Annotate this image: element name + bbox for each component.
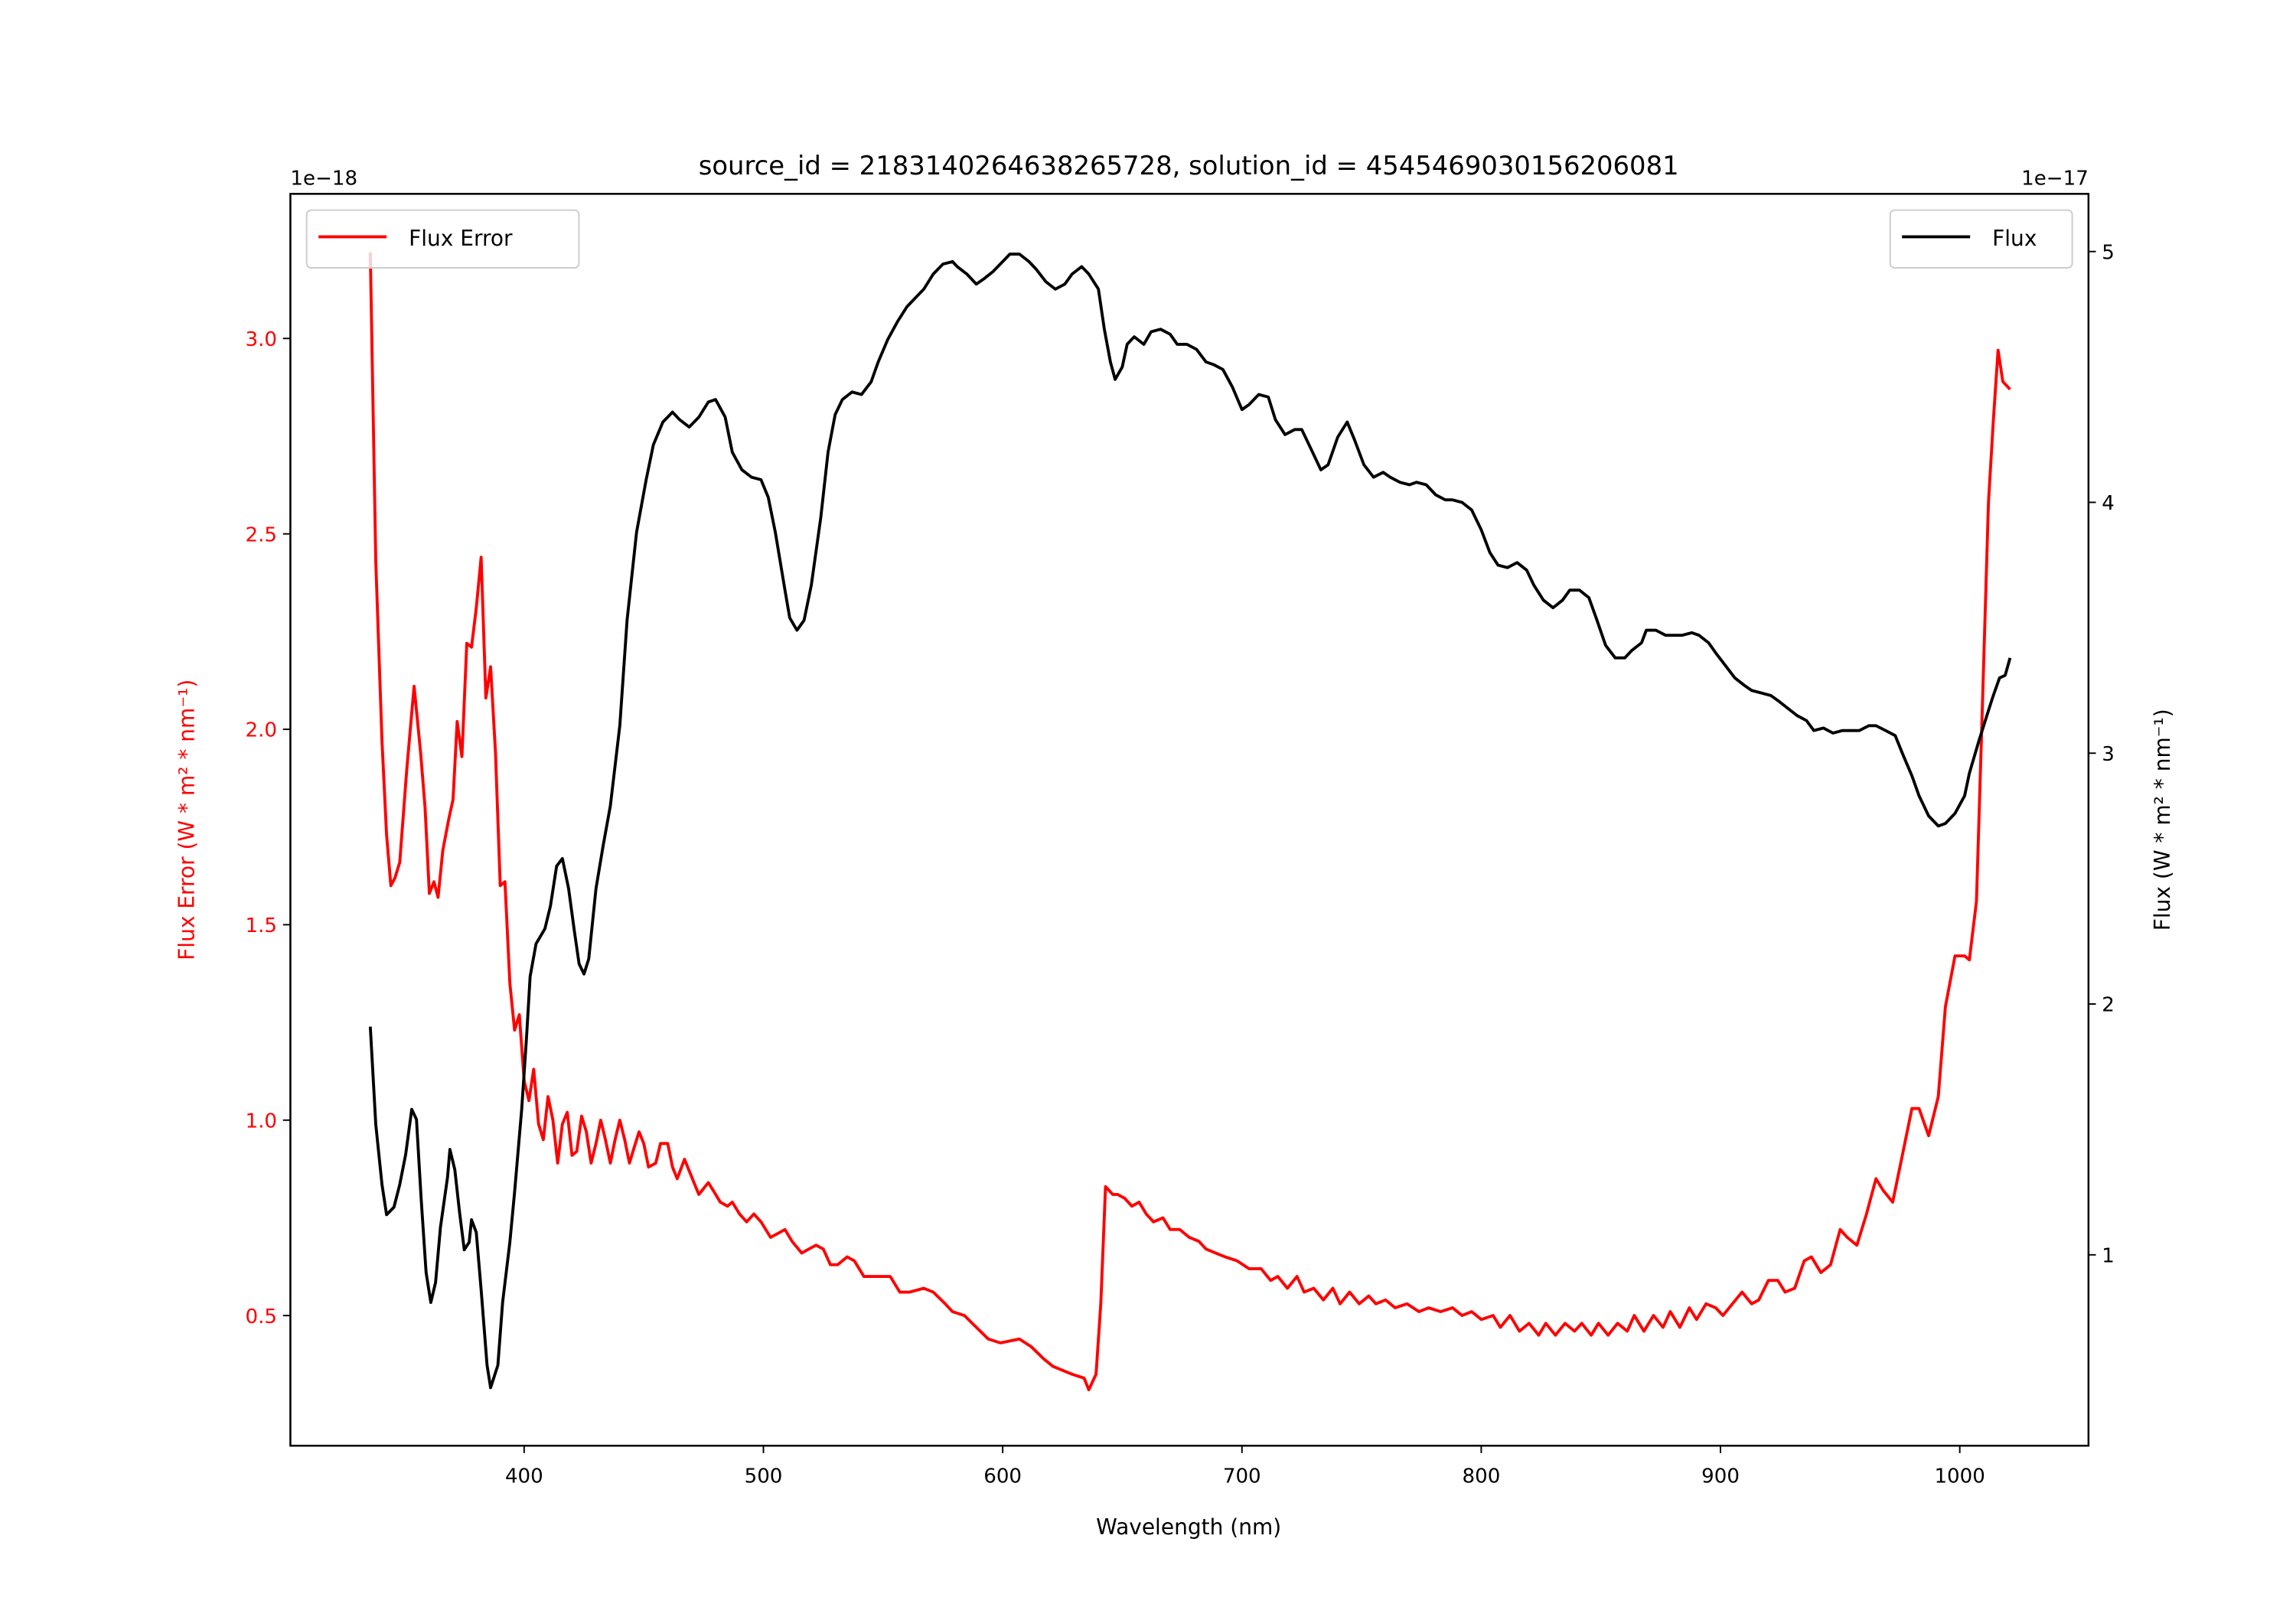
y-right-tick-label: 2: [2102, 994, 2115, 1017]
chart-title: source_id = 2183140264638265728, solutio…: [699, 151, 1679, 181]
x-tick-label: 1000: [1934, 1465, 1985, 1488]
x-tick-label: 500: [745, 1465, 783, 1488]
y-left-tick-label: 2.5: [246, 523, 278, 546]
y-left-tick-label: 3.0: [246, 328, 278, 351]
y-right-tick-label: 1: [2102, 1244, 2115, 1267]
y-axis-label-right: Flux (W * m² * nm⁻¹): [2150, 709, 2175, 931]
x-tick-label: 800: [1462, 1465, 1500, 1488]
plot-frame: [289, 193, 2090, 1447]
flux-line: [368, 253, 2012, 1390]
y-right-tick-label: 5: [2102, 241, 2115, 264]
flux-error-line: [368, 252, 2011, 1392]
legend-flux-error-label: Flux Error: [409, 226, 513, 251]
left-axis-offset: 1e−18: [290, 168, 357, 191]
x-tick-label: 600: [983, 1465, 1022, 1488]
legend-flux-error: Flux Error: [305, 209, 580, 269]
y-right-tick-label: 4: [2102, 492, 2115, 515]
right-axis-offset: 1e−17: [2021, 168, 2089, 191]
y-left-tick-label: 0.5: [246, 1305, 278, 1328]
legend-flux-label: Flux: [1992, 226, 2037, 251]
y-right-tick-label: 3: [2102, 743, 2115, 766]
x-tick-label: 700: [1223, 1465, 1261, 1488]
legend-flux: Flux: [1889, 209, 2073, 269]
y-left-tick-label: 1.0: [246, 1110, 278, 1133]
y-left-tick-label: 1.5: [246, 914, 278, 937]
x-tick-label: 400: [505, 1465, 543, 1488]
y-axis-label-left: Flux Error (W * m² * nm⁻¹): [174, 680, 200, 960]
x-tick-label: 900: [1701, 1465, 1740, 1488]
y-left-tick-label: 2.0: [246, 719, 278, 742]
x-axis-label: Wavelength (nm): [1096, 1514, 1281, 1540]
